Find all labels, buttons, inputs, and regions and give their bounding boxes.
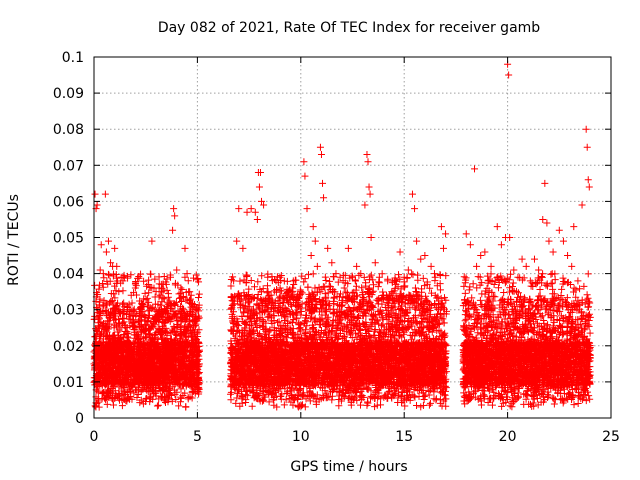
data-point [140,277,148,285]
data-point [164,293,172,301]
data-point [115,315,123,323]
data-point [109,401,117,409]
data-point [153,402,161,410]
data-point [141,289,149,297]
data-point [367,271,375,279]
data-point [145,289,153,297]
data-point [309,270,317,278]
data-point [321,273,329,281]
data-point [307,315,315,323]
data-point [311,314,319,322]
data-point [128,299,136,307]
data-point [181,273,189,281]
data-point [177,302,185,310]
data-point [154,401,162,409]
data-point [195,314,203,322]
data-point [356,401,364,409]
data-point [420,396,428,404]
data-point [182,403,190,411]
data-point [103,400,111,408]
data-point [175,402,183,410]
data-point [143,282,151,290]
data-point [274,318,282,326]
data-point [168,397,176,405]
data-point [430,270,438,278]
data-point [195,293,203,301]
data-point [151,293,159,301]
data-point [280,401,288,409]
data-point [195,290,203,298]
points-layer [90,60,594,411]
data-point [178,286,186,294]
data-point [119,287,127,295]
data-point [163,286,171,294]
data-point [227,396,235,404]
data-point [151,275,159,283]
data-point [127,271,135,279]
data-point [120,299,128,307]
